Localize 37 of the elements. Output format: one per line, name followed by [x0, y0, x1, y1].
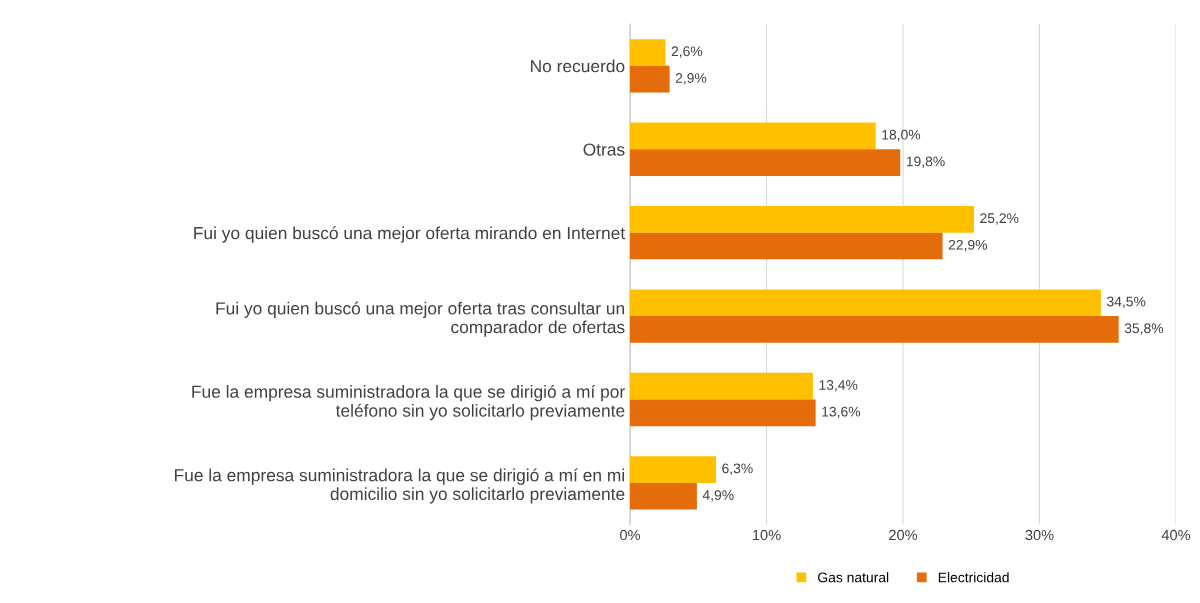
data-label: 34,5% — [1107, 296, 1146, 309]
bar — [630, 372, 813, 400]
y-tick-label: Otras — [583, 143, 625, 156]
legend-label: Electricidad — [938, 572, 1009, 583]
data-label: 19,8% — [906, 156, 945, 168]
data-label: 18,0% — [882, 129, 921, 142]
legend-label: Gas natural — [818, 572, 889, 583]
data-label: 6,3% — [722, 463, 753, 475]
y-tick-label: Fui yo quien buscó una mejor oferta tras consultar un comparador de ofertas — [216, 301, 625, 337]
bar — [630, 482, 697, 510]
bar — [630, 232, 943, 260]
bar — [630, 205, 974, 233]
bar — [630, 399, 816, 427]
x-tick-label: 10% — [753, 529, 781, 541]
bar — [630, 316, 1119, 343]
y-tick-label: Fue la empresa suministradora la que se dirigió a mí en mi domicilio sin yo solicitarlo previamente — [175, 468, 625, 504]
bar — [630, 456, 716, 483]
y-tick-label: Fui yo quien buscó una mejor oferta mirando en Internet — [194, 226, 626, 243]
bar — [630, 39, 666, 66]
x-tick-label: 30% — [1025, 529, 1054, 541]
bar — [630, 65, 670, 93]
data-label: 13,4% — [819, 380, 858, 392]
data-label: 25,2% — [980, 213, 1019, 225]
x-tick-label: 0% — [620, 529, 641, 541]
y-tick-label: No recuerdo — [531, 59, 625, 73]
data-label: 4,9% — [702, 490, 734, 502]
data-label: 13,6% — [822, 406, 861, 419]
bar — [630, 122, 876, 150]
data-label: 2,9% — [675, 73, 707, 85]
data-label: 35,8% — [1124, 323, 1164, 335]
x-tick-label: 20% — [889, 529, 918, 541]
y-tick-label: Fue la empresa suministradora la que se dirigió a mí por teléfono sin yo solicitarlo previamente — [192, 384, 625, 421]
data-label: 22,9% — [948, 239, 988, 252]
bar — [630, 149, 901, 176]
bar — [630, 289, 1101, 317]
data-label: 2,6% — [671, 46, 703, 58]
x-tick-label: 40% — [1161, 529, 1191, 541]
